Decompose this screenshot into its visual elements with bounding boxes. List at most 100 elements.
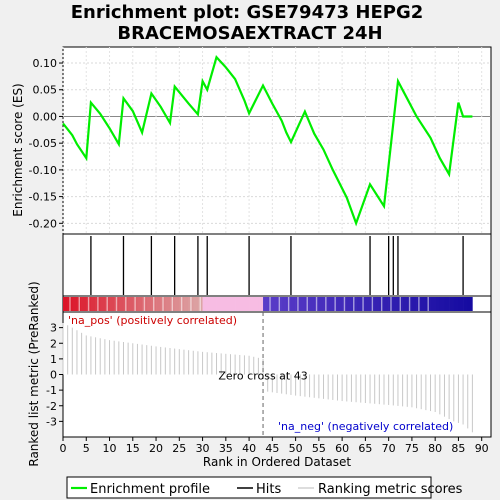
x-tick-label: 55 <box>312 442 326 455</box>
x-tick-label: 75 <box>405 442 419 455</box>
x-tick-label: 20 <box>149 442 163 455</box>
colorbar-stripe <box>297 297 299 311</box>
metric-y-tick-label: -3 <box>46 415 57 428</box>
colorbar-cell <box>211 297 217 311</box>
negative-correlation-label: 'na_neg' (negatively correlated) <box>278 420 453 433</box>
colorbar-stripe <box>353 297 355 311</box>
colorbar-cell <box>118 297 124 311</box>
legend: Enrichment profile Hits Ranking metric s… <box>66 476 463 499</box>
legend-hits: Hits <box>256 482 281 497</box>
colorbar-cell <box>272 297 278 311</box>
x-tick-label: 60 <box>335 442 349 455</box>
colorbar-stripe <box>106 297 108 311</box>
colorbar-cell <box>444 297 450 311</box>
colorbar-cell <box>239 297 245 311</box>
x-axis-label: Rank in Ordered Dataset <box>203 455 351 469</box>
colorbar-cell <box>449 297 455 311</box>
colorbar-cell <box>253 297 259 311</box>
colorbar-stripe <box>162 297 164 311</box>
es-y-tick-label: -0.05 <box>29 137 57 150</box>
colorbar-stripe <box>418 297 420 311</box>
colorbar-stripe <box>134 297 136 311</box>
colorbar-cell <box>193 297 199 311</box>
colorbar-stripe <box>408 297 411 311</box>
x-tick-label: 30 <box>196 442 210 455</box>
es-grid <box>62 47 491 234</box>
x-tick-label: 70 <box>382 442 396 455</box>
colorbar-cell <box>81 297 87 311</box>
colorbar-cell <box>146 297 152 311</box>
x-tick-label: 25 <box>172 442 186 455</box>
es-y-tick-label: 0.10 <box>33 57 58 70</box>
colorbar-cell <box>225 297 231 311</box>
x-tick-label: 40 <box>242 442 256 455</box>
positive-correlation-label: 'na_pos' (positively correlated) <box>68 314 237 327</box>
chart-title-line2: BRACEMOSAEXTRACT 24H <box>117 23 382 44</box>
ranked-metric-panel: -3 -2 -1 0 1 2 3 0 5 10 15 20 25 30 35 40 45 50 55 60 65 70 7… <box>27 281 492 469</box>
colorbar-stripe <box>343 297 346 311</box>
colorbar-stripe <box>87 297 90 311</box>
colorbar-stripe <box>269 297 271 311</box>
colorbar-cell <box>337 297 343 311</box>
colorbar-cell <box>183 297 189 311</box>
x-tick-label: 0 <box>60 442 67 455</box>
colorbar-cell <box>258 297 264 311</box>
metric-y-tick-label: -2 <box>46 400 57 413</box>
colorbar-cell <box>411 297 417 311</box>
colorbar-cell <box>463 297 469 311</box>
es-y-tick-label: -0.15 <box>29 191 57 204</box>
colorbar-cell <box>207 297 213 311</box>
es-y-tick-label: 0.05 <box>33 84 58 97</box>
es-y-ticks: -0.20 -0.15 -0.10 -0.05 0.00 0.05 0.10 <box>29 57 63 230</box>
x-tick-label: 15 <box>126 442 140 455</box>
metric-y-tick-label: -1 <box>46 384 57 397</box>
metric-y-axis-label: Ranked list metric (PreRanked) <box>27 281 41 466</box>
x-tick-label: 90 <box>475 442 489 455</box>
colorbar-stripe <box>180 297 183 311</box>
legend-ranking-metric-scores: Ranking metric scores <box>318 482 463 497</box>
colorbar-cell <box>318 297 324 311</box>
x-tick-label: 85 <box>451 442 465 455</box>
metric-bars <box>62 322 473 433</box>
hit-lines <box>90 236 464 295</box>
es-y-axis-label: Enrichment score (ES) <box>11 83 25 216</box>
chart-title-line1: Enrichment plot: GSE79473 HEPG2 <box>71 2 424 23</box>
colorbar-cells <box>63 297 473 311</box>
colorbar-cell <box>384 297 389 311</box>
colorbar-stripe <box>115 297 118 311</box>
colorbar-cell <box>128 297 134 311</box>
colorbar-cell <box>100 297 106 311</box>
colorbar-stripe <box>278 297 281 311</box>
metric-y-tick-label: 0 <box>50 369 57 382</box>
colorbar-cell <box>244 297 250 311</box>
colorbar-stripe <box>325 297 327 311</box>
colorbar-stripe <box>125 297 127 311</box>
colorbar-stripe <box>362 297 364 311</box>
colorbar-cell <box>467 297 473 311</box>
colorbar-cell <box>109 297 115 311</box>
ranked-color-bar <box>62 295 492 313</box>
colorbar-stripe <box>315 297 318 311</box>
x-tick-label: 35 <box>219 442 233 455</box>
zero-cross-label: Zero cross at 43 <box>218 370 307 383</box>
legend-enrichment-profile: Enrichment profile <box>90 482 210 497</box>
colorbar-stripe <box>334 297 336 311</box>
colorbar-cell <box>174 297 180 311</box>
colorbar-stripe <box>199 297 201 311</box>
colorbar-cell <box>430 297 436 311</box>
colorbar-cell <box>458 297 464 311</box>
metric-y-tick-label: 3 <box>50 322 57 335</box>
colorbar-cell <box>165 297 171 311</box>
colorbar-cell <box>421 297 427 311</box>
colorbar-cell <box>137 297 143 311</box>
colorbar-cell <box>72 297 78 311</box>
colorbar-cell <box>300 297 306 311</box>
x-tick-label: 5 <box>83 442 90 455</box>
colorbar-stripe <box>143 297 146 311</box>
colorbar-cell <box>230 297 236 311</box>
es-plot-area <box>62 46 492 235</box>
colorbar-cell <box>156 297 161 311</box>
colorbar-cell <box>309 297 315 311</box>
colorbar-cell <box>90 297 96 311</box>
